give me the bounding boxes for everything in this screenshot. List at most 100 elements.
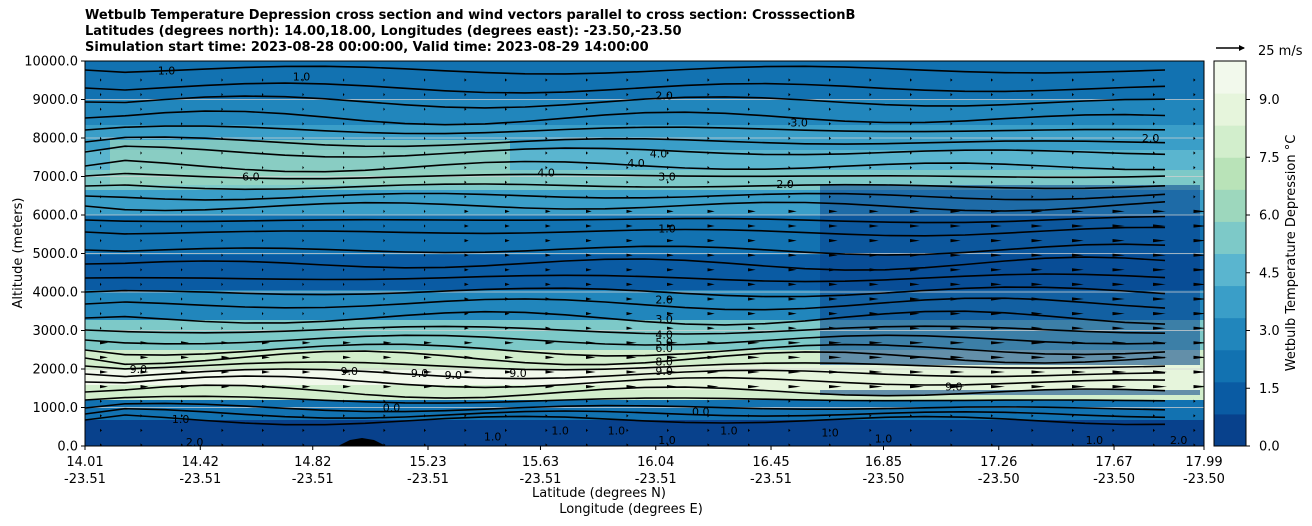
wind-vector bbox=[788, 355, 801, 359]
wind-vector bbox=[424, 180, 426, 184]
wind-vector bbox=[626, 166, 629, 170]
x-tick-lat: 16.85 bbox=[865, 455, 902, 470]
wind-vector bbox=[262, 93, 264, 97]
wind-vector bbox=[100, 312, 102, 316]
wind-vector bbox=[262, 195, 264, 199]
wind-vector bbox=[181, 414, 183, 418]
wind-vector bbox=[788, 78, 791, 82]
contour-line bbox=[85, 256, 1166, 271]
wind-vector bbox=[505, 253, 510, 257]
wind-vector bbox=[586, 78, 588, 82]
wind-vector bbox=[667, 224, 674, 228]
wind-vector bbox=[950, 443, 953, 446]
wind-vector bbox=[464, 326, 469, 330]
contour-line bbox=[85, 334, 1166, 346]
wind-vector bbox=[1153, 370, 1167, 374]
wind-vector bbox=[464, 93, 467, 97]
wind-vector bbox=[302, 370, 311, 374]
contour-label: 4.0 bbox=[627, 157, 645, 170]
y-tick-label: 3000.0 bbox=[33, 324, 79, 339]
wind-vector bbox=[910, 385, 924, 389]
wind-vector bbox=[140, 443, 143, 446]
wind-vector bbox=[302, 78, 304, 82]
wind-vector bbox=[1072, 78, 1074, 82]
wind-vector bbox=[1031, 268, 1043, 272]
wind-vector bbox=[1072, 326, 1084, 330]
wind-vector bbox=[991, 195, 993, 199]
x-tick-lon: -23.50 bbox=[1093, 472, 1135, 487]
wind-vector bbox=[626, 428, 629, 432]
contour-label: 3.0 bbox=[658, 171, 676, 184]
wind-vector bbox=[1153, 209, 1166, 213]
wind-vector bbox=[464, 136, 467, 140]
wind-vector bbox=[262, 166, 264, 170]
wind-vector bbox=[505, 151, 507, 155]
contour-label: 1.0 bbox=[551, 425, 569, 438]
y-tick-label: 5000.0 bbox=[33, 247, 79, 262]
wind-vector bbox=[788, 414, 791, 418]
wind-vector bbox=[1153, 414, 1155, 418]
wind-vector bbox=[1031, 224, 1043, 228]
colorbar-swatch bbox=[1214, 189, 1246, 222]
wind-vector bbox=[464, 253, 469, 257]
wind-vector bbox=[707, 93, 710, 97]
wind-vector bbox=[910, 209, 920, 213]
wind-vector bbox=[100, 385, 108, 389]
wind-vector bbox=[586, 370, 596, 374]
wind-vector bbox=[829, 78, 831, 82]
wind-vector bbox=[1072, 253, 1084, 257]
wind-vector bbox=[586, 195, 588, 199]
wind-vector bbox=[586, 239, 592, 243]
wind-vector bbox=[1072, 385, 1086, 389]
wind-vector bbox=[343, 78, 345, 82]
contour-line bbox=[85, 375, 1166, 389]
wind-vector bbox=[1112, 78, 1115, 82]
wind-vector bbox=[181, 93, 183, 97]
wind-vector bbox=[302, 122, 304, 126]
wind-vector bbox=[181, 224, 183, 228]
wind-vector bbox=[545, 195, 548, 199]
wind-vector bbox=[1193, 195, 1196, 199]
wind-vector bbox=[140, 268, 142, 272]
wind-vector bbox=[626, 443, 629, 446]
wind-vector bbox=[343, 355, 351, 359]
wind-vector bbox=[140, 78, 142, 82]
wind-vector bbox=[991, 136, 993, 140]
wind-vector bbox=[100, 136, 102, 140]
wind-vector bbox=[586, 93, 588, 97]
wind-vector bbox=[383, 414, 386, 418]
wind-vector bbox=[1031, 107, 1034, 111]
wind-vector bbox=[788, 107, 791, 111]
wind-vector bbox=[181, 253, 183, 257]
wind-vector bbox=[1153, 355, 1167, 359]
y-tick-label: 7000.0 bbox=[33, 170, 79, 185]
wind-vector bbox=[343, 282, 345, 286]
wind-vector bbox=[748, 414, 750, 418]
wind-vector bbox=[1153, 180, 1155, 184]
wind-vector bbox=[302, 166, 304, 170]
wind-vector bbox=[1153, 239, 1166, 243]
wind-vector bbox=[343, 428, 345, 432]
wind-vector bbox=[383, 93, 385, 97]
wind-vector bbox=[505, 385, 514, 389]
chart-title-line3: Simulation start time: 2023-08-28 00:00:… bbox=[85, 40, 649, 55]
y-tick-label: 6000.0 bbox=[33, 209, 79, 224]
wind-vector bbox=[829, 195, 831, 199]
wind-vector bbox=[221, 297, 223, 301]
wind-vector bbox=[1112, 312, 1125, 316]
wind-vector bbox=[1153, 443, 1155, 446]
colorbar-swatch bbox=[1214, 285, 1246, 319]
wind-vector bbox=[545, 399, 548, 403]
wind-vector bbox=[221, 282, 223, 286]
x-axis: 14.01 -23.51 14.42 -23.51 14.82 -23.51 15.23 -2… bbox=[64, 446, 1225, 487]
contour-line bbox=[85, 201, 1166, 212]
wind-vector bbox=[910, 297, 920, 301]
wind-vector bbox=[302, 312, 304, 316]
wind-vector bbox=[221, 224, 223, 228]
wind-vector bbox=[1031, 78, 1034, 82]
wind-vector bbox=[100, 78, 102, 82]
wind-vector bbox=[424, 93, 426, 97]
wind-vector bbox=[829, 180, 831, 184]
wind-vector bbox=[464, 166, 467, 170]
